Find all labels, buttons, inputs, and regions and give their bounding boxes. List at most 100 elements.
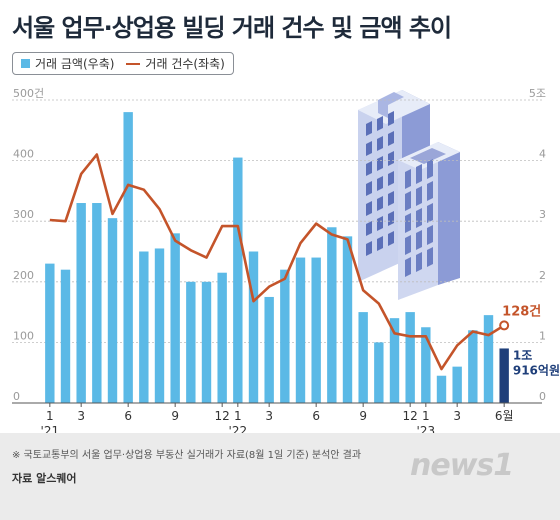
- bar: [389, 318, 400, 403]
- window-icon: [366, 181, 372, 196]
- window-icon: [405, 169, 411, 189]
- last-point-marker: [499, 320, 510, 331]
- window-icon: [427, 225, 433, 245]
- window-icon: [427, 247, 433, 267]
- x-axis-tick-label: 3: [77, 409, 85, 423]
- last-amount-label-line1: 1조: [513, 348, 532, 362]
- window-icon: [366, 241, 372, 256]
- x-axis-tick-label: 3: [265, 409, 273, 423]
- bar: [436, 375, 447, 403]
- right-axis-tick-label: 5조: [529, 87, 546, 100]
- window-icon: [427, 159, 433, 179]
- bar: [233, 157, 243, 403]
- right-axis-tick-label: 2: [539, 269, 546, 282]
- bar: [311, 257, 321, 403]
- window-icon: [405, 235, 411, 255]
- building-illustration: [358, 90, 460, 300]
- x-axis-tick-label: 1: [422, 409, 430, 423]
- last-count-label: 128건: [502, 303, 541, 319]
- x-axis: 1'213 6 9 12 1'223 6 9 12 1'233 6월: [12, 402, 542, 433]
- x-axis-tick-label: 1: [234, 409, 242, 423]
- legend-line-swatch: [126, 62, 141, 65]
- building-roof-box: [378, 92, 404, 118]
- chart-legend: 거래 금액(우축) 거래 건수(좌축): [12, 52, 234, 75]
- window-icon: [366, 121, 372, 136]
- bar: [201, 281, 212, 403]
- bar: [468, 330, 478, 403]
- building-tall-roof: [358, 90, 430, 124]
- left-axis-tick-label: 200: [13, 269, 34, 282]
- window-icon: [388, 131, 394, 146]
- x-axis-year-label: '21: [41, 424, 60, 433]
- bar: [342, 236, 353, 403]
- window-icon: [388, 111, 394, 126]
- bar: [248, 251, 259, 403]
- window-icon: [416, 186, 422, 206]
- window-icon: [377, 216, 383, 231]
- x-axis-tick-label: 6: [312, 409, 320, 423]
- window-icon: [377, 196, 383, 211]
- bar: [92, 203, 102, 403]
- bar: [217, 272, 227, 403]
- window-icon: [377, 116, 383, 131]
- legend-label-count: 거래 건수(좌축): [145, 57, 225, 71]
- line-series: [49, 153, 510, 371]
- count-line: [49, 153, 505, 371]
- legend-item-count: 거래 건수(좌축): [126, 55, 225, 72]
- window-icon: [416, 230, 422, 250]
- footnote: ※ 국토교통부의 서울 업무·상업용 부동산 실거래가 자료(8월 1일 기준)…: [12, 450, 362, 461]
- left-axis-tick-label: 300: [13, 208, 34, 221]
- x-axis-tick-label: 9: [171, 409, 179, 423]
- right-axis-tick-label: 4: [539, 148, 546, 161]
- building-short-side: [438, 142, 460, 285]
- window-icon: [416, 164, 422, 184]
- window-icon: [366, 221, 372, 236]
- x-axis-tick-label: 1: [46, 409, 54, 423]
- right-axis-tick-label: 1: [539, 329, 546, 342]
- bar: [170, 233, 180, 403]
- right-axis-tick-label: 0: [539, 390, 546, 403]
- x-axis-tick-label: 6: [124, 409, 132, 423]
- window-icon: [377, 236, 383, 251]
- window-icon: [366, 161, 372, 176]
- bar-series: [45, 112, 509, 404]
- bar: [483, 315, 494, 403]
- legend-label-amount: 거래 금액(우축): [35, 57, 115, 71]
- bar: [139, 251, 149, 403]
- window-icon: [388, 231, 394, 246]
- legend-item-amount: 거래 금액(우축): [21, 55, 114, 72]
- window-icon: [377, 176, 383, 191]
- source-label: 자료 알스퀘어: [12, 472, 77, 485]
- footer-band: [0, 433, 560, 520]
- window-icon: [366, 141, 372, 156]
- x-axis-tick-label: 9: [359, 409, 367, 423]
- right-axis-tick-label: 3: [539, 208, 546, 221]
- bar: [60, 269, 71, 403]
- x-axis-tick-label: 6월: [495, 409, 514, 423]
- bar: [76, 203, 86, 403]
- window-icon: [377, 156, 383, 171]
- window-icon: [416, 252, 422, 272]
- x-axis-year-label: '22: [229, 424, 248, 433]
- bar: [186, 281, 196, 403]
- window-icon: [388, 191, 394, 206]
- bar: [499, 348, 509, 403]
- bar: [374, 342, 384, 403]
- window-icon: [405, 191, 411, 211]
- bar: [295, 257, 306, 403]
- bar: [107, 218, 118, 403]
- bar: [154, 248, 165, 403]
- bar: [45, 263, 55, 403]
- bar: [280, 269, 290, 403]
- window-icon: [388, 171, 394, 186]
- left-axis-tick-label: 400: [13, 148, 34, 161]
- x-axis-year-label: '23: [417, 424, 436, 433]
- bar: [123, 112, 133, 404]
- news1-logo: news1: [410, 448, 514, 483]
- left-axis-tick-label: 500건: [13, 87, 44, 100]
- chart-axes: 500건 400 300 200 100 0 5조 4 3 2 1 0: [12, 87, 546, 404]
- window-icon: [377, 136, 383, 151]
- x-axis-tick-label: 12: [403, 409, 418, 423]
